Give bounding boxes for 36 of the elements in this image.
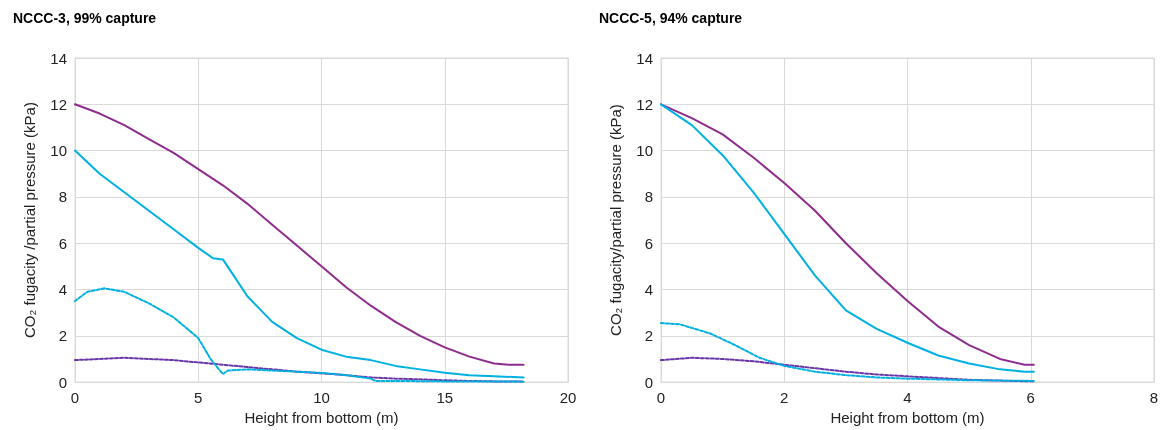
- x-tick-label: 5: [194, 389, 203, 407]
- y-tick-label: 10: [636, 142, 653, 160]
- y-tick-label: 8: [644, 188, 653, 206]
- x-tick-label: 15: [436, 389, 454, 407]
- chart-title: NCCC-5, 94% capture: [599, 10, 743, 26]
- x-axis-title: Height from bottom (m): [244, 409, 399, 426]
- y-tick-label: 4: [644, 281, 653, 298]
- chart-title: NCCC-3, 99% capture: [13, 10, 157, 26]
- x-tick-label: 2: [780, 389, 789, 407]
- y-axis-title: CO₂ fugacity /partial pressure (kPa): [21, 102, 38, 338]
- x-tick-label: 0: [70, 389, 80, 407]
- x-tick-label: 20: [559, 389, 577, 407]
- y-tick-label: 10: [50, 142, 67, 160]
- x-tick-label: 0: [656, 389, 666, 407]
- line-series: [74, 103, 525, 366]
- y-tick-label: 8: [58, 188, 67, 206]
- x-tick-label: 4: [903, 389, 912, 407]
- y-axis-title: CO₂ fugacity/partial pressure (kPa): [607, 104, 624, 336]
- line-series: [660, 322, 1035, 382]
- x-tick-label: 8: [1149, 389, 1159, 407]
- x-tick-label: 10: [313, 389, 330, 407]
- y-tick-label: 6: [644, 234, 653, 252]
- y-tick-label: 12: [50, 95, 67, 113]
- y-tick-label: 2: [58, 327, 67, 345]
- x-axis-title: Height from bottom (m): [830, 409, 985, 426]
- y-tick-label: 14: [636, 49, 653, 67]
- line-series: [74, 149, 525, 379]
- y-tick-label: 4: [58, 281, 67, 298]
- y-tick-label: 12: [636, 95, 653, 113]
- y-tick-label: 2: [644, 327, 653, 345]
- y-tick-label: 6: [58, 234, 67, 252]
- y-tick-label: 0: [644, 373, 653, 391]
- y-tick-label: 14: [50, 49, 67, 67]
- x-tick-label: 6: [1026, 389, 1035, 407]
- y-tick-label: 0: [58, 373, 67, 391]
- line-series: [74, 287, 525, 383]
